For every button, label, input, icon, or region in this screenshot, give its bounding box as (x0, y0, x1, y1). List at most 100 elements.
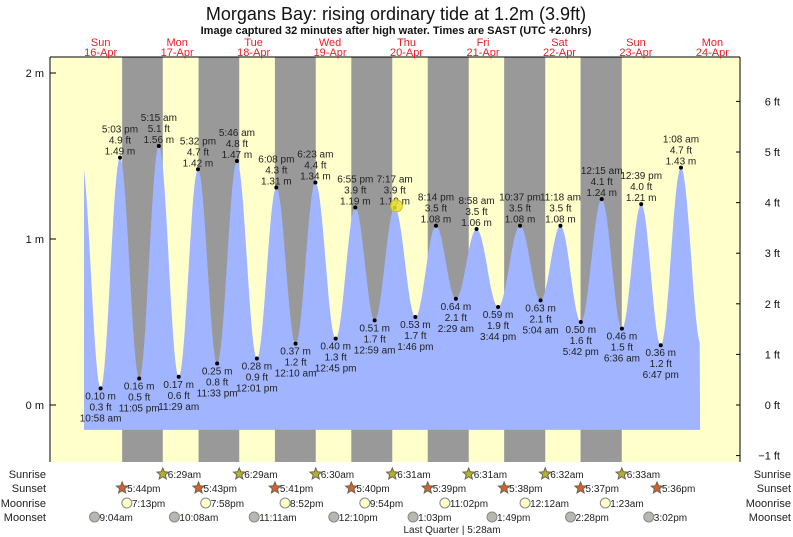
high-tide-ft-label: 4.7 ft (187, 147, 209, 158)
sunrise-time: 6:33am (627, 470, 660, 481)
moonrise-icon (279, 497, 291, 509)
high-tide-ft-label: 4.4 ft (304, 161, 326, 172)
high-tide-point (313, 180, 318, 185)
low-tide-point (293, 341, 298, 346)
high-tide-time-label: 5:15 am (141, 113, 177, 124)
y-right-tick-label: 5 ft (765, 147, 780, 159)
y-right-tick-label: 3 ft (765, 248, 780, 260)
sunset-icon (344, 480, 359, 494)
sunset-icon (191, 480, 206, 494)
sunset-row-label: Sunset (12, 483, 46, 495)
sunset-time: 5:39pm (433, 484, 466, 495)
y-right-tick-label: −1 ft (758, 451, 780, 463)
low-tide-ft-label: 0.8 ft (206, 378, 228, 389)
low-tide-time-label: 5:42 pm (563, 347, 599, 358)
moonrise-icon (121, 497, 133, 509)
low-tide-point (453, 296, 458, 301)
moonset-row-label: Moonset (4, 512, 46, 524)
low-tide-ft-label: 0.6 ft (168, 391, 190, 402)
low-tide-point (372, 318, 377, 323)
low-tide-point (176, 374, 181, 379)
moonset-time: 11:11am (259, 513, 296, 524)
high-tide-m-label: 1.06 m (461, 218, 492, 229)
day-name-label: Thu (397, 37, 416, 49)
sunset-icon (650, 480, 664, 494)
sunrise-icon (614, 466, 629, 480)
low-tide-point (254, 356, 259, 361)
tide-water-area (84, 146, 701, 430)
moonrise-row-label: Moonrise (1, 498, 46, 510)
low-tide-ft-label: 1.6 ft (570, 336, 592, 347)
high-tide-time-label: 6:23 am (297, 150, 333, 161)
chart-subtitle: Image captured 32 minutes after high wat… (201, 25, 592, 37)
low-tide-point (333, 336, 338, 341)
low-tide-ft-label: 1.5 ft (611, 343, 633, 354)
moonrise-icon (599, 497, 611, 509)
sunrise-icon (308, 466, 323, 480)
sunset-row-label-right: Sunset (757, 483, 791, 495)
moonrise-time: 9:54pm (370, 499, 403, 510)
sunrise-icon (232, 466, 247, 480)
current-tide-marker (389, 199, 403, 213)
low-tide-time-label: 11:05 pm (119, 403, 160, 414)
low-tide-ft-label: 1.2 ft (284, 358, 306, 369)
high-tide-ft-label: 3.5 ft (509, 204, 531, 215)
low-tide-m-label: 0.64 m (441, 302, 472, 313)
low-tide-m-label: 0.28 m (242, 362, 273, 373)
moonset-icon (407, 511, 419, 523)
low-tide-ft-label: 1.7 ft (404, 331, 426, 342)
low-tide-time-label: 6:47 pm (643, 370, 679, 381)
low-tide-point (98, 386, 103, 391)
low-tide-time-label: 10:58 am (80, 413, 122, 424)
high-tide-time-label: 5:32 pm (180, 136, 216, 147)
high-tide-ft-label: 3.9 ft (344, 185, 366, 196)
sunset-icon (115, 480, 130, 494)
y-right-tick-label: 6 ft (765, 96, 780, 108)
low-tide-ft-label: 1.9 ft (487, 321, 509, 332)
y-left-tick-label: 1 m (26, 234, 44, 246)
sunset-icon (573, 480, 588, 494)
low-tide-m-label: 0.51 m (359, 323, 390, 334)
low-tide-point (413, 315, 418, 320)
moonrise-time: 7:58pm (211, 499, 244, 510)
sunset-time: 5:44pm (127, 484, 160, 495)
day-date-label: 19-Apr (314, 47, 347, 59)
low-tide-m-label: 0.40 m (320, 342, 351, 353)
sunrise-icon (155, 466, 170, 480)
high-tide-time-label: 5:03 pm (102, 125, 138, 136)
moonrise-time: 1:23am (610, 499, 643, 510)
day-name-label: Fri (477, 37, 490, 49)
high-tide-m-label: 1.24 m (586, 188, 617, 199)
low-tide-time-label: 5:04 am (523, 325, 559, 336)
sunrise-time: 6:31am (397, 470, 430, 481)
high-tide-point (639, 202, 644, 207)
low-tide-time-label: 12:01 pm (236, 384, 278, 395)
high-tide-m-label: 1.56 m (144, 135, 175, 146)
moonset-time: 1:03pm (418, 513, 451, 524)
low-tide-m-label: 0.50 m (566, 325, 597, 336)
low-tide-time-label: 11:33 pm (197, 389, 238, 400)
sunrise-time: 6:29am (244, 470, 277, 481)
low-tide-point (137, 376, 142, 381)
sunset-time: 5:36pm (662, 484, 695, 495)
sunrise-time: 6:31am (474, 470, 507, 481)
y-right-tick-label: 4 ft (765, 198, 780, 210)
sunrise-icon (461, 466, 476, 480)
low-tide-m-label: 0.16 m (124, 381, 155, 392)
day-date-label: 17-Apr (161, 47, 194, 59)
moonset-time: 2:28pm (576, 513, 609, 524)
day-name-label: Mon (166, 37, 187, 49)
high-tide-m-label: 1.19 m (340, 196, 371, 207)
high-tide-point (234, 158, 239, 163)
high-tide-point (195, 167, 200, 172)
low-tide-ft-label: 0.9 ft (246, 373, 268, 384)
high-tide-time-label: 8:58 am (458, 196, 494, 207)
moon-phase-label: Last Quarter | 5:28am (403, 525, 500, 536)
day-date-label: 24-Apr (696, 47, 729, 59)
day-date-label: 22-Apr (543, 47, 576, 59)
high-tide-m-label: 1.49 m (105, 147, 136, 158)
moonrise-time: 7:13pm (132, 499, 165, 510)
moonset-time: 12:10pm (339, 513, 378, 524)
day-name-label: Wed (319, 37, 341, 49)
